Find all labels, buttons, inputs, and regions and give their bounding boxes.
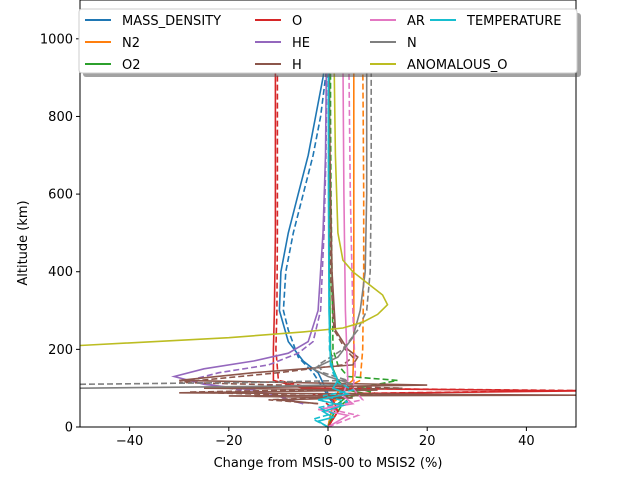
legend-label: ANOMALOUS_O	[407, 58, 507, 73]
y-tick-label: 400	[48, 265, 73, 280]
legend-label: N	[407, 36, 417, 51]
y-axis-label: Altitude (km)	[16, 200, 31, 285]
y-tick-label: 800	[48, 110, 73, 125]
legend-label: O2	[122, 58, 141, 73]
x-tick-label: 20	[419, 434, 436, 449]
x-tick-label: −20	[215, 434, 242, 449]
series-line-temperature-solid	[316, 54, 351, 427]
y-tick-label: 600	[48, 188, 73, 203]
series-line-h-solid	[179, 54, 576, 405]
series-line-o-solid	[272, 54, 576, 427]
x-tick-label: −40	[116, 434, 143, 449]
series-line-n-solid	[80, 54, 368, 389]
series-line-he-dashed	[188, 54, 328, 405]
series-line-ar-solid	[317, 54, 355, 427]
y-tick-label: 200	[48, 343, 73, 358]
y-tick-label: 0	[65, 421, 73, 436]
x-tick-label: 40	[518, 434, 535, 449]
series-line-temperature-dashed	[310, 54, 356, 427]
x-tick-label: 0	[324, 434, 332, 449]
legend-label: AR	[407, 14, 425, 29]
legend-label: TEMPERATURE	[466, 14, 562, 29]
legend-label: HE	[292, 36, 310, 51]
legend-label: O	[292, 14, 302, 29]
series-line-anomalous-o-solid	[80, 54, 389, 347]
legend-label: H	[292, 58, 302, 73]
y-tick-label: 1000	[40, 32, 73, 47]
legend-label: MASS_DENSITY	[122, 14, 221, 29]
legend: MASS_DENSITY N2 O2 O HE H AR N ANOMALOUS_O TEMPER…	[78, 8, 581, 77]
x-axis-label: Change from MSIS-00 to MSIS2 (%)	[214, 456, 443, 471]
legend-box	[78, 8, 578, 74]
legend-label: N2	[122, 36, 140, 51]
series-layer	[80, 54, 576, 427]
